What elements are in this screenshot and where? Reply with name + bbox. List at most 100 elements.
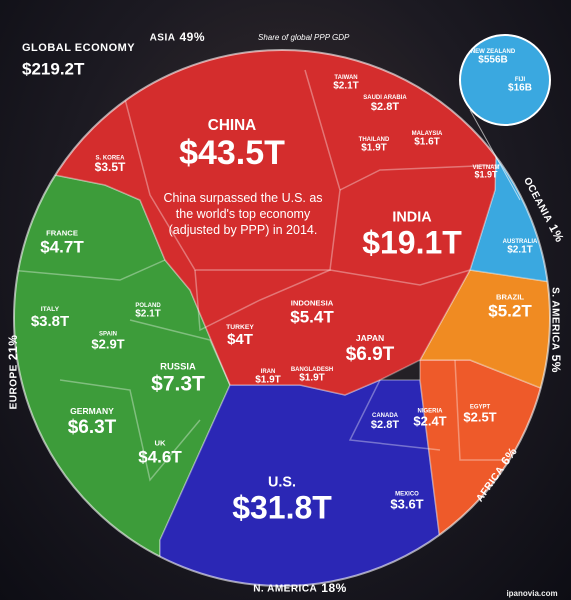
country-name: POLAND bbox=[135, 303, 161, 309]
country-value: $6.3T bbox=[68, 417, 117, 438]
country-value: $31.8T bbox=[232, 489, 332, 525]
country-value: $2.5T bbox=[463, 409, 496, 424]
country-value: $556B bbox=[478, 55, 507, 66]
country-value: $4T bbox=[227, 331, 253, 348]
country-label: GERMANY$6.3T bbox=[68, 406, 117, 438]
outer-ring bbox=[13, 49, 551, 587]
country-label: SPAIN$2.9T bbox=[91, 332, 124, 352]
country-label: BRAZIL$5.2T bbox=[488, 293, 532, 321]
country-label: TURKEY$4T bbox=[226, 324, 254, 348]
country-name: SAUDI ARABIA bbox=[363, 95, 407, 101]
cell-border bbox=[59, 379, 201, 482]
cell-border bbox=[194, 269, 331, 332]
country-label: BANGLADESH$1.9T bbox=[291, 367, 333, 384]
country-value: $3.8T bbox=[31, 313, 69, 330]
country-name: INDIA bbox=[392, 210, 432, 226]
country-name: MEXICO bbox=[395, 492, 419, 498]
country-label: FIJI$16B bbox=[508, 77, 532, 94]
country-label: INDIA$19.1T bbox=[362, 210, 462, 261]
country-value: $2.1T bbox=[135, 309, 161, 320]
header-title: GLOBAL ECONOMY bbox=[22, 42, 135, 54]
country-name: CHINA bbox=[208, 117, 256, 134]
country-value: $43.5T bbox=[179, 134, 285, 172]
country-name: JAPAN bbox=[356, 333, 384, 343]
watermark: ipanovia.com bbox=[506, 589, 557, 598]
country-name: S. KOREA bbox=[95, 155, 125, 161]
country-value: $2.9T bbox=[91, 336, 124, 351]
country-value: $4.7T bbox=[40, 237, 84, 256]
country-name: SPAIN bbox=[99, 332, 117, 338]
country-name: UK bbox=[154, 439, 166, 448]
country-label: MALAYSIA$1.6T bbox=[412, 131, 443, 148]
country-value: $2.1T bbox=[333, 81, 359, 92]
country-name: RUSSIA bbox=[160, 362, 196, 373]
country-name: GERMANY bbox=[70, 406, 114, 416]
country-name: NEW ZEALAND bbox=[471, 49, 516, 55]
cell-border bbox=[119, 69, 341, 271]
country-label: SAUDI ARABIA$2.8T bbox=[363, 95, 407, 113]
country-value: $1.9T bbox=[474, 169, 498, 179]
region-share: 1% bbox=[546, 222, 567, 245]
country-name: TURKEY bbox=[226, 324, 254, 331]
country-label: IRAN$1.9T bbox=[255, 369, 281, 386]
country-value: $5.4T bbox=[290, 307, 334, 326]
region-label: N. AMERICA 18% bbox=[253, 581, 347, 595]
country-value: $6.9T bbox=[346, 344, 395, 365]
oceania-inset bbox=[459, 34, 551, 126]
country-name: INDONESIA bbox=[291, 299, 334, 308]
region-name: S. AMERICA5% bbox=[549, 287, 563, 373]
south-america-region bbox=[418, 269, 550, 402]
region-name: N. AMERICA 18% bbox=[253, 581, 347, 595]
country-name: EGYPT bbox=[470, 405, 491, 411]
region-name: ASIA 49% bbox=[150, 30, 205, 44]
country-name: FRANCE bbox=[46, 229, 78, 238]
region-share: 5% bbox=[549, 355, 563, 373]
country-label: CANADA$2.8T bbox=[371, 413, 399, 431]
region-share: 21% bbox=[6, 335, 20, 361]
country-label: MEXICO$3.6T bbox=[390, 492, 423, 512]
country-name: VIETNAM bbox=[473, 165, 500, 171]
country-value: $1.9T bbox=[361, 143, 387, 154]
region-label: EUROPE21% bbox=[6, 335, 20, 410]
country-name: MALAYSIA bbox=[412, 131, 443, 137]
country-name: ITALY bbox=[41, 306, 60, 313]
country-value: $3.5T bbox=[95, 160, 126, 174]
country-value: $1.9T bbox=[255, 375, 281, 386]
country-value: $7.3T bbox=[151, 373, 205, 396]
region-note: Share of global PPP GDP bbox=[258, 33, 350, 42]
country-value: $2.8T bbox=[371, 101, 399, 113]
country-name: IRAN bbox=[261, 369, 276, 375]
region-share: 18% bbox=[321, 581, 347, 595]
country-name: BANGLADESH bbox=[291, 367, 333, 373]
country-value: $16B bbox=[508, 83, 532, 94]
country-label: AUSTRALIA$2.1T bbox=[503, 239, 538, 256]
country-label: U.S.$31.8T bbox=[232, 475, 332, 526]
country-value: $2.1T bbox=[507, 245, 533, 256]
region-name: EUROPE21% bbox=[6, 335, 20, 410]
cell-border bbox=[329, 269, 471, 286]
cell-border bbox=[14, 259, 166, 281]
country-label: NIGERIA$2.4T bbox=[413, 409, 446, 429]
header-total: $219.2T bbox=[22, 59, 85, 78]
country-label: TAIWAN$2.1T bbox=[333, 75, 359, 92]
country-label: POLAND$2.1T bbox=[135, 303, 161, 320]
country-value: $1.9T bbox=[299, 373, 325, 384]
country-label: EGYPT$2.5T bbox=[463, 405, 496, 425]
country-label: S. KOREA$3.5T bbox=[95, 155, 126, 174]
country-value: $4.6T bbox=[138, 447, 182, 466]
inset-pointer bbox=[469, 109, 521, 201]
country-value: $2.4T bbox=[413, 413, 446, 428]
country-value: $19.1T bbox=[362, 224, 462, 260]
region-label: S. AMERICA5% bbox=[549, 287, 563, 373]
cell-border bbox=[348, 379, 441, 451]
cell-border bbox=[454, 359, 520, 461]
country-label: JAPAN$6.9T bbox=[346, 333, 395, 365]
annotation: China surpassed the U.S. as the world's … bbox=[163, 191, 323, 237]
country-label: INDONESIA$5.4T bbox=[290, 299, 334, 327]
region-label: ASIA 49% bbox=[150, 30, 205, 44]
country-name: THAILAND bbox=[359, 137, 390, 143]
cell-border bbox=[129, 319, 231, 386]
region-share: 49% bbox=[179, 30, 205, 44]
